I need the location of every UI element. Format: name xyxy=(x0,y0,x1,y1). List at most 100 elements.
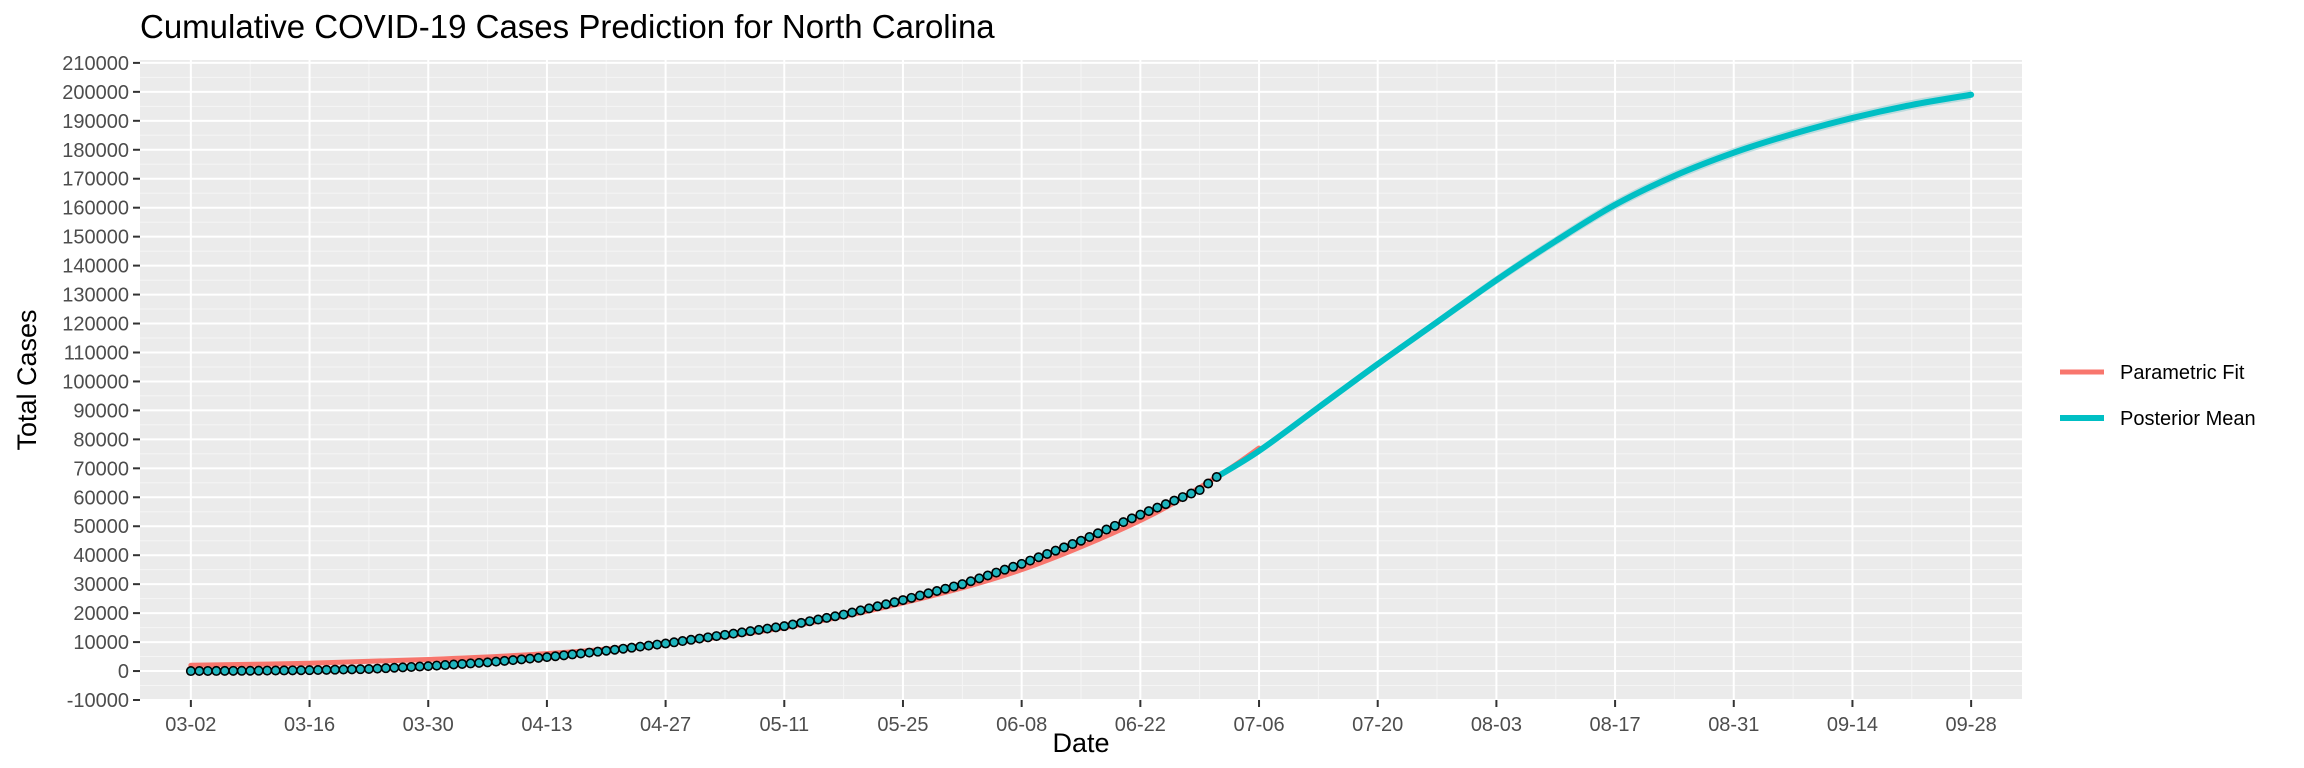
x-tick-label: 09-28 xyxy=(1946,714,1997,736)
y-axis: -10000 0 10000 20000 30000 40000 50000 60000 700… xyxy=(62,53,140,712)
y-tick-label: 180000 xyxy=(62,140,129,162)
x-tick-label: 03-30 xyxy=(403,714,454,736)
x-tick-label: 07-06 xyxy=(1233,714,1284,736)
observed-point xyxy=(694,633,705,644)
observed-point xyxy=(1152,502,1163,513)
observed-point xyxy=(499,655,510,666)
observed-point xyxy=(991,567,1002,578)
y-tick-label: 120000 xyxy=(62,314,129,336)
observed-point xyxy=(957,579,968,590)
observed-point xyxy=(1126,513,1137,524)
observed-point xyxy=(1084,532,1095,543)
observed-point xyxy=(1016,558,1027,569)
observed-point xyxy=(813,614,824,625)
observed-point xyxy=(474,657,485,668)
x-tick-label: 05-25 xyxy=(877,714,928,736)
observed-point xyxy=(643,640,654,651)
observed-point xyxy=(1025,555,1036,566)
legend-background xyxy=(2060,350,2290,440)
observed-point xyxy=(329,664,340,675)
observed-point xyxy=(872,601,883,612)
observed-point xyxy=(821,612,832,623)
observed-point xyxy=(1143,506,1154,517)
observed-point xyxy=(541,652,552,663)
observed-point xyxy=(711,631,722,642)
observed-point xyxy=(1203,478,1214,489)
observed-point xyxy=(1160,499,1171,510)
y-tick-label: -10000 xyxy=(67,690,129,712)
y-tick-label: 190000 xyxy=(62,111,129,133)
x-tick-label: 07-20 xyxy=(1352,714,1403,736)
y-tick-label: 70000 xyxy=(73,458,129,480)
y-tick-label: 30000 xyxy=(73,574,129,596)
legend-label-posterior-mean: Posterior Mean xyxy=(2120,408,2256,430)
observed-point xyxy=(313,665,324,676)
observed-point xyxy=(584,647,595,658)
observed-point xyxy=(745,626,756,637)
observed-point xyxy=(635,641,646,652)
observed-point xyxy=(558,650,569,661)
observed-point xyxy=(372,663,383,674)
observed-point xyxy=(219,665,230,676)
observed-point xyxy=(762,623,773,634)
x-axis: 03-02 03-16 03-30 04-13 04-27 05-11 05-25 06-08… xyxy=(165,700,1997,736)
y-tick-label: 210000 xyxy=(62,53,129,75)
observed-point xyxy=(626,642,637,653)
observed-point xyxy=(906,592,917,603)
observed-point xyxy=(948,581,959,592)
observed-point xyxy=(414,661,425,672)
observed-point xyxy=(1194,485,1205,496)
posterior-mean-line xyxy=(1213,91,1975,481)
observed-point xyxy=(202,665,213,676)
observed-point xyxy=(592,646,603,657)
major-gridlines xyxy=(140,60,2022,701)
observed-point xyxy=(1118,517,1129,528)
minor-gridlines xyxy=(140,60,2022,700)
observed-point xyxy=(406,661,417,672)
observed-point xyxy=(508,655,519,666)
observed-point xyxy=(1033,552,1044,563)
x-tick-label: 08-03 xyxy=(1471,714,1522,736)
observed-point xyxy=(770,622,781,633)
x-tick-label: 05-11 xyxy=(759,714,809,736)
y-tick-label: 10000 xyxy=(73,632,129,654)
observed-point xyxy=(1109,520,1120,531)
observed-point xyxy=(881,599,892,610)
y-tick-label: 150000 xyxy=(62,227,129,249)
observed-point xyxy=(830,611,841,622)
observed-point xyxy=(601,645,612,656)
y-tick-label: 40000 xyxy=(73,545,129,567)
observed-point xyxy=(304,665,315,676)
observed-point xyxy=(465,658,476,669)
x-tick-label: 06-08 xyxy=(996,714,1047,736)
observed-point xyxy=(567,649,578,660)
observed-points xyxy=(185,472,1222,677)
observed-point xyxy=(1008,561,1019,572)
observed-point xyxy=(355,664,366,675)
observed-point xyxy=(363,664,374,675)
observed-point xyxy=(321,664,332,675)
observed-point xyxy=(719,629,730,640)
observed-point xyxy=(609,644,620,655)
observed-point xyxy=(491,656,502,667)
x-tick-label: 08-17 xyxy=(1590,714,1641,736)
observed-point xyxy=(669,637,680,648)
observed-point xyxy=(753,624,764,635)
observed-point xyxy=(1067,539,1078,550)
x-tick-label: 08-31 xyxy=(1708,714,1759,736)
y-tick-label: 140000 xyxy=(62,256,129,278)
y-tick-label: 110000 xyxy=(64,342,129,364)
observed-point xyxy=(550,651,561,662)
observed-point xyxy=(702,632,713,643)
observed-point xyxy=(855,605,866,616)
observed-point xyxy=(1050,545,1061,556)
y-tick-label: 20000 xyxy=(73,603,129,625)
observed-point xyxy=(338,664,349,675)
x-tick-label: 03-02 xyxy=(165,714,216,736)
observed-point xyxy=(974,573,985,584)
observed-point xyxy=(965,576,976,587)
observed-point xyxy=(864,603,875,614)
observed-point xyxy=(346,664,357,675)
x-tick-label: 04-27 xyxy=(640,714,691,736)
observed-point xyxy=(999,564,1010,575)
